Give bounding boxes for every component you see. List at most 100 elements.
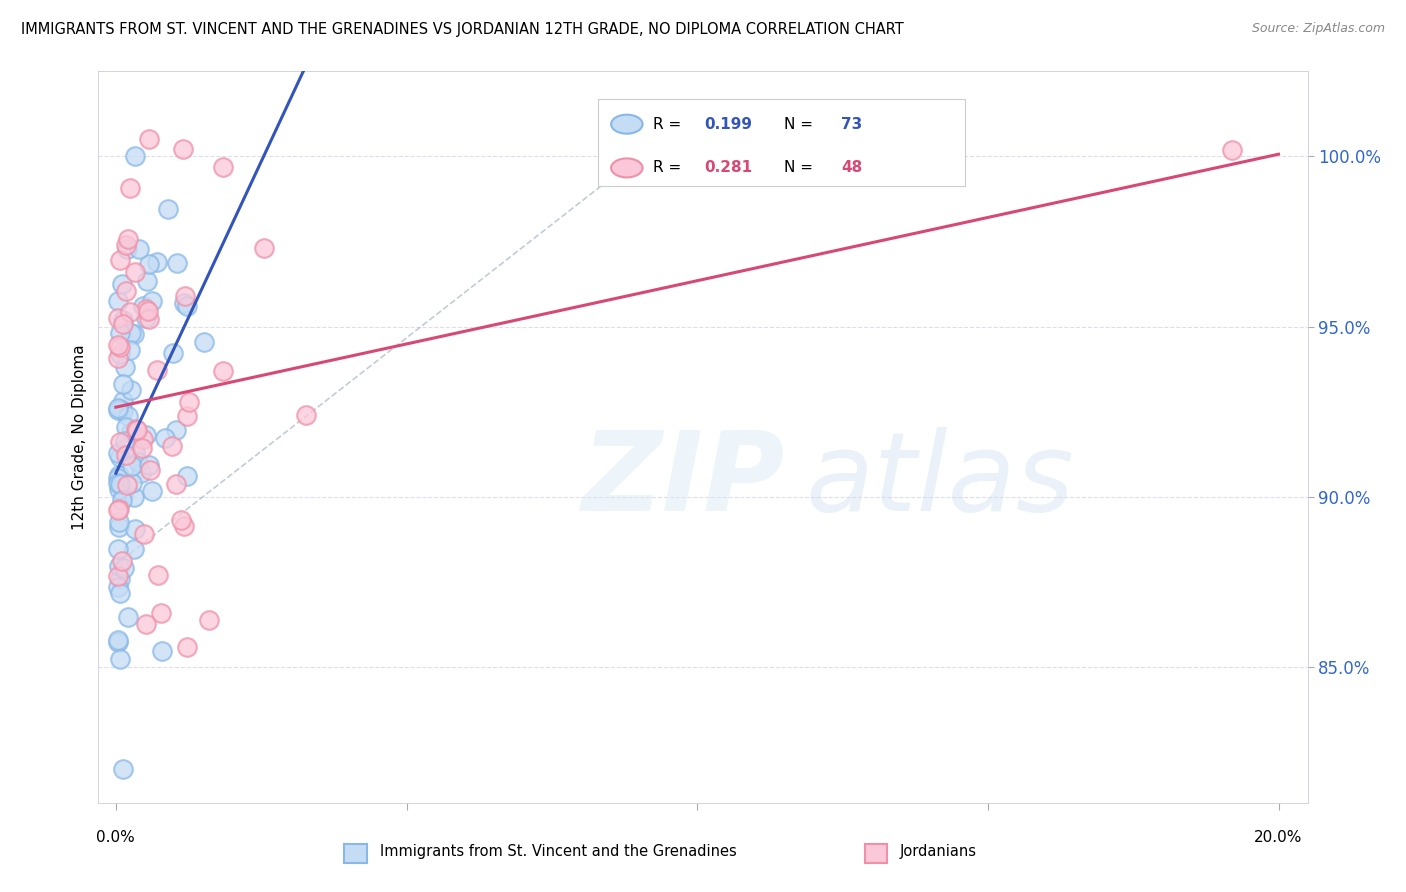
Point <box>121 475 143 490</box>
Point <box>120 181 142 195</box>
Point <box>108 572 131 586</box>
Point <box>124 265 146 279</box>
Point <box>165 477 187 491</box>
Point <box>107 403 129 417</box>
Point <box>110 326 132 340</box>
Point <box>114 434 136 448</box>
Text: IMMIGRANTS FROM ST. VINCENT AND THE GRENADINES VS JORDANIAN 12TH GRADE, NO DIPLO: IMMIGRANTS FROM ST. VINCENT AND THE GREN… <box>21 22 904 37</box>
Point <box>108 501 131 516</box>
Point <box>111 376 134 391</box>
Point <box>253 241 276 255</box>
Point <box>107 294 129 309</box>
Point <box>120 326 142 340</box>
Text: 48: 48 <box>841 161 862 176</box>
Point <box>131 442 153 456</box>
Point <box>173 519 195 533</box>
Point <box>108 477 131 491</box>
Point <box>115 449 138 463</box>
Text: atlas: atlas <box>806 427 1074 534</box>
Text: 0.199: 0.199 <box>704 117 752 132</box>
Point <box>107 470 129 484</box>
Point <box>108 450 131 465</box>
Text: R =: R = <box>654 161 686 176</box>
Point <box>122 491 145 505</box>
Point <box>132 432 155 446</box>
Point <box>146 568 169 582</box>
Point <box>107 634 129 648</box>
Text: 20.0%: 20.0% <box>1254 830 1303 845</box>
Point <box>124 522 146 536</box>
Point <box>1220 143 1243 157</box>
Point <box>108 347 131 361</box>
Point <box>108 252 131 267</box>
Circle shape <box>612 115 643 134</box>
Point <box>114 237 136 252</box>
Point <box>135 616 157 631</box>
Point <box>138 311 160 326</box>
Point <box>141 483 163 498</box>
Point <box>110 586 132 600</box>
Point <box>166 256 188 270</box>
Point <box>107 569 129 583</box>
Point <box>128 243 150 257</box>
Text: 0.0%: 0.0% <box>97 830 135 845</box>
Point <box>120 425 142 439</box>
Point <box>108 467 131 482</box>
Point <box>124 444 146 458</box>
Point <box>193 335 215 350</box>
Point <box>114 284 136 298</box>
Point <box>112 561 135 575</box>
Circle shape <box>612 159 643 178</box>
Point <box>150 606 173 620</box>
Text: Immigrants from St. Vincent and the Grenadines: Immigrants from St. Vincent and the Gren… <box>380 845 737 859</box>
Point <box>107 633 129 648</box>
Point <box>153 431 176 445</box>
Point <box>107 502 129 516</box>
Point <box>173 289 195 303</box>
Point <box>117 409 139 423</box>
Text: Jordanians: Jordanians <box>900 845 977 859</box>
Point <box>139 463 162 477</box>
Point <box>129 466 152 480</box>
Point <box>165 424 187 438</box>
Point <box>111 487 134 501</box>
Point <box>138 132 160 146</box>
Point <box>112 313 135 327</box>
Point <box>107 482 129 496</box>
FancyBboxPatch shape <box>598 99 966 186</box>
Point <box>176 299 198 313</box>
Point <box>138 257 160 271</box>
Point <box>146 254 169 268</box>
Point <box>176 409 198 423</box>
Text: 0.281: 0.281 <box>704 161 752 176</box>
Point <box>108 341 131 355</box>
Point <box>136 274 159 288</box>
Point <box>108 434 131 449</box>
Point <box>111 554 134 568</box>
Point <box>125 421 148 435</box>
Text: N =: N = <box>785 117 818 132</box>
Point <box>114 359 136 374</box>
Text: R =: R = <box>654 117 686 132</box>
Point <box>111 277 134 291</box>
Text: N =: N = <box>785 161 818 176</box>
Point <box>110 652 132 666</box>
Point <box>112 762 135 776</box>
Point <box>108 558 131 573</box>
Point <box>107 337 129 351</box>
Point <box>108 520 131 534</box>
Point <box>115 420 138 434</box>
Point <box>117 242 139 256</box>
Point <box>124 149 146 163</box>
Point <box>111 394 134 409</box>
Point <box>131 299 153 313</box>
Point <box>212 364 235 378</box>
Point <box>162 346 184 360</box>
Point <box>107 476 129 491</box>
Point <box>110 402 132 417</box>
Text: Source: ZipAtlas.com: Source: ZipAtlas.com <box>1251 22 1385 36</box>
Point <box>124 541 146 556</box>
Point <box>138 458 160 472</box>
Point <box>146 363 169 377</box>
Point <box>124 326 146 341</box>
